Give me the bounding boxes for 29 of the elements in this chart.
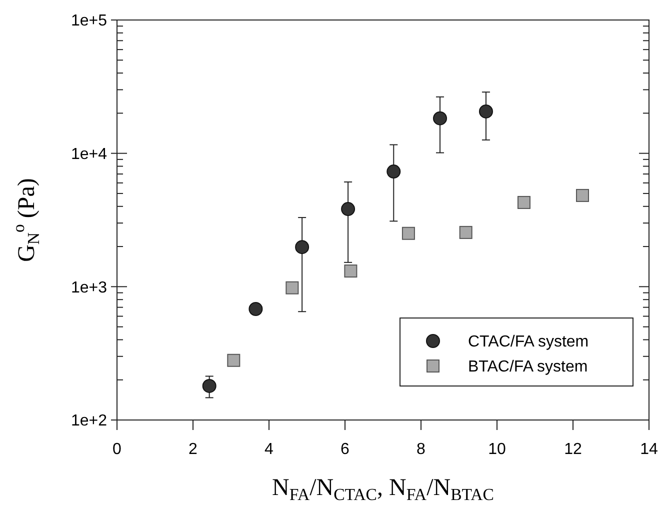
legend-label: BTAC/FA system: [468, 358, 588, 376]
point: [202, 378, 216, 393]
x-tick-label: 2: [188, 441, 198, 458]
x-tick-label: 8: [416, 441, 426, 458]
point: [478, 104, 493, 118]
point: [517, 196, 530, 209]
point: [576, 188, 589, 202]
point: [386, 164, 401, 179]
x-tick-label: 10: [488, 441, 506, 458]
point: [341, 202, 356, 216]
point: [248, 302, 263, 316]
point: [286, 281, 299, 294]
legend-label: CTAC/FA system: [468, 334, 589, 351]
y-tick-label: 1e+3: [70, 279, 108, 296]
x-tick-label: 0: [112, 441, 122, 458]
x-axis-title: N$_{FA}$/N$_{CTAC}$, N$_{FA}$/N$_{BTAC}$: [272, 475, 494, 504]
point: [433, 111, 447, 126]
point: [227, 354, 240, 367]
point: [344, 264, 358, 278]
y-tick-label: 1e+2: [70, 412, 108, 430]
x-tick-label: 6: [340, 441, 350, 458]
y-tick-label: 1e+5: [70, 12, 108, 30]
x-tick-label: 14: [640, 441, 658, 458]
x-tick-label: 4: [264, 441, 274, 458]
x-tick-label: 12: [564, 441, 582, 458]
point: [459, 226, 472, 239]
point: [295, 240, 310, 254]
point: [402, 226, 415, 240]
y-tick-label: 1e+4: [70, 146, 108, 163]
